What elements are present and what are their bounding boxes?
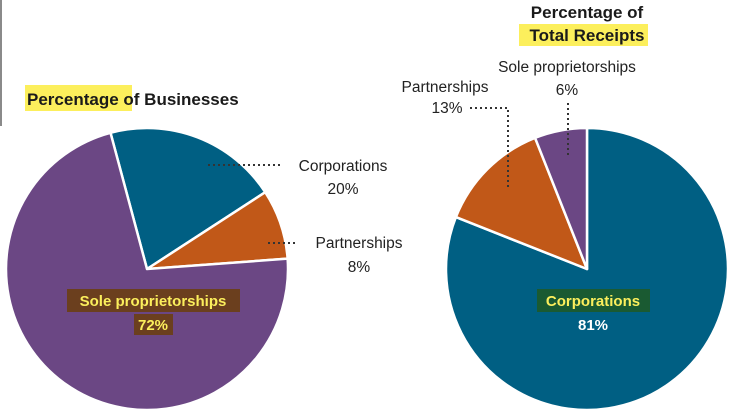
businesses-corporations-label: Corporations [299, 158, 388, 175]
receipts-sole-label: Sole proprietorships [498, 59, 636, 76]
businesses-pie-chart: Percentage of Businesses Corporations 20… [4, 85, 403, 412]
businesses-corporations-value: 20% [327, 181, 358, 198]
receipts-pie-chart: Percentage of Total Receipts Sole propri… [401, 3, 730, 412]
businesses-title-rest: of Businesses [119, 90, 239, 109]
receipts-partnerships-label: Partnerships [401, 79, 488, 96]
receipts-corporations-value: 81% [578, 317, 608, 334]
receipts-corporations-label-bg [537, 289, 650, 312]
receipts-sole-value: 6% [556, 82, 579, 99]
receipts-partnerships-leader [470, 107, 509, 188]
businesses-title-highlight-text: Percentage [27, 90, 119, 109]
receipts-partnerships-value: 13% [431, 100, 462, 117]
businesses-partnerships-label: Partnerships [315, 235, 402, 252]
receipts-title-line1: Percentage of [531, 3, 644, 22]
receipts-slice-partnerships [454, 136, 589, 271]
businesses-partnerships-value: 8% [348, 259, 371, 276]
businesses-sole-value: 72% [138, 317, 168, 334]
receipts-slice-sole-proprietorships [533, 126, 589, 271]
businesses-slice-corporations [109, 126, 267, 271]
receipts-corporations-label: Corporations [546, 293, 640, 310]
receipts-title-highlight [519, 24, 648, 46]
businesses-chart-title: Percentage of Businesses [27, 90, 239, 109]
businesses-sole-value-bg [134, 314, 173, 335]
receipts-title-line2: Total Receipts [530, 26, 645, 45]
page-edge-line [0, 0, 2, 126]
businesses-title-highlight [25, 85, 132, 111]
businesses-sole-label-bg [67, 289, 240, 312]
businesses-sole-label: Sole proprietorships [80, 293, 227, 310]
businesses-slice-sole-proprietorships [4, 131, 290, 412]
